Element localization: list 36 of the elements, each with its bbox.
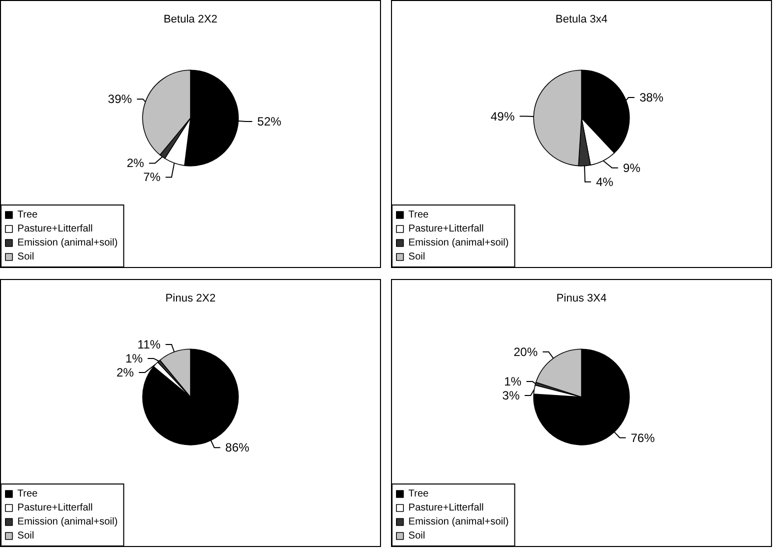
data-label: 2%	[126, 156, 144, 170]
legend-label: Emission (animal+soil)	[17, 516, 118, 528]
data-label: 52%	[257, 114, 282, 129]
data-label: 20%	[514, 344, 538, 359]
data-label: 39%	[108, 92, 132, 106]
legend-label: Emission (animal+soil)	[408, 516, 509, 528]
legend-label: Pasture+Litterfall	[17, 502, 93, 514]
chart-title: Pinus 3X4	[556, 292, 607, 304]
legend-label: Pasture+Litterfall	[17, 224, 93, 234]
legend-label: Pasture+Litterfall	[408, 502, 484, 514]
legend-label: Emission (animal+soil)	[17, 238, 118, 248]
legend-label: Tree	[408, 488, 430, 500]
data-label: 49%	[490, 109, 515, 124]
data-label: 9%	[623, 160, 641, 175]
data-label: 1%	[504, 374, 522, 388]
data-label: 3%	[502, 388, 520, 402]
data-label: 11%	[137, 337, 161, 352]
data-label: 7%	[143, 170, 161, 184]
legend-label: Emission (animal+soil)	[408, 238, 509, 248]
data-label: 76%	[630, 430, 656, 445]
legend-label: Tree	[17, 210, 38, 220]
legend-label: Soil	[17, 530, 34, 542]
legend-label: Soil	[408, 530, 426, 542]
data-label: 2%	[116, 365, 134, 380]
data-label: 4%	[596, 174, 614, 189]
legend-label: Soil	[17, 252, 34, 262]
legend-label: Tree	[17, 488, 38, 500]
data-label: 1%	[125, 351, 143, 366]
legend-label: Tree	[408, 210, 430, 220]
chart-title: Betula 2X2	[164, 14, 218, 26]
data-label: 86%	[225, 440, 250, 455]
legend-label: Soil	[408, 252, 426, 262]
data-label: 38%	[639, 90, 664, 104]
legend-label: Pasture+Litterfall	[408, 224, 484, 234]
chart-title: Pinus 2X2	[165, 292, 216, 304]
chart-title: Betula 3x4	[556, 14, 608, 26]
